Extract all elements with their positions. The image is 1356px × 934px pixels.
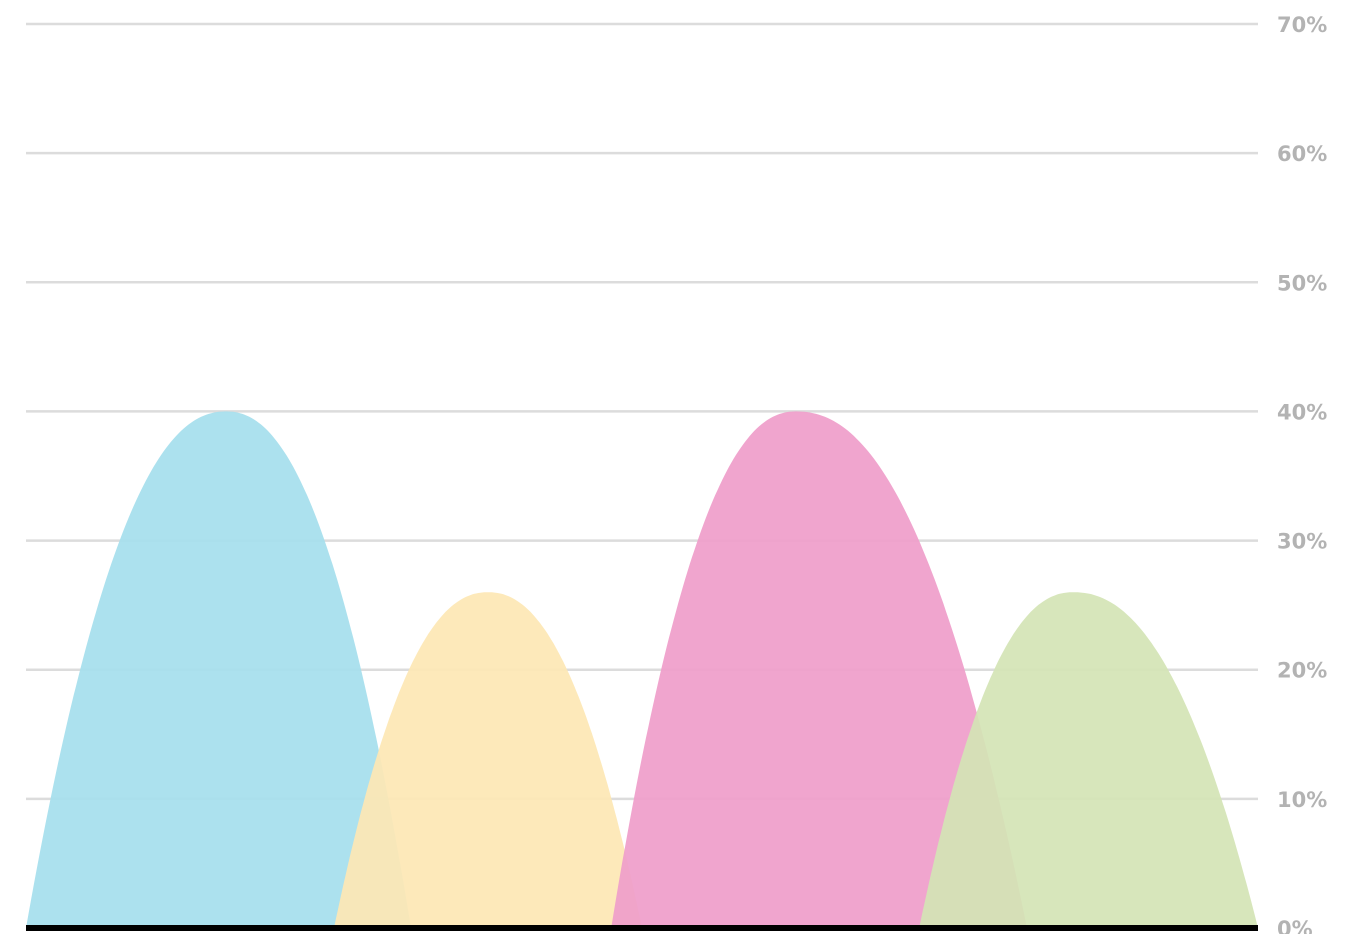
axis-layer: 0% 10% 20% 30% 40% 50% 60% 70% xyxy=(26,13,1327,934)
series-area-4 xyxy=(919,592,1258,928)
series-area-1 xyxy=(26,411,411,928)
series-area-3 xyxy=(611,411,1027,928)
series-area-2 xyxy=(334,592,642,928)
y-tick-label: 40% xyxy=(1277,400,1327,424)
y-tick-label: 30% xyxy=(1277,530,1327,554)
y-tick-label: 50% xyxy=(1277,271,1327,295)
series-layer xyxy=(26,411,1258,928)
y-tick-label: 0% xyxy=(1277,917,1313,934)
y-tick-label: 60% xyxy=(1277,142,1327,166)
y-tick-label: 20% xyxy=(1277,659,1327,683)
y-tick-label: 10% xyxy=(1277,788,1327,812)
y-tick-label: 70% xyxy=(1277,13,1327,37)
